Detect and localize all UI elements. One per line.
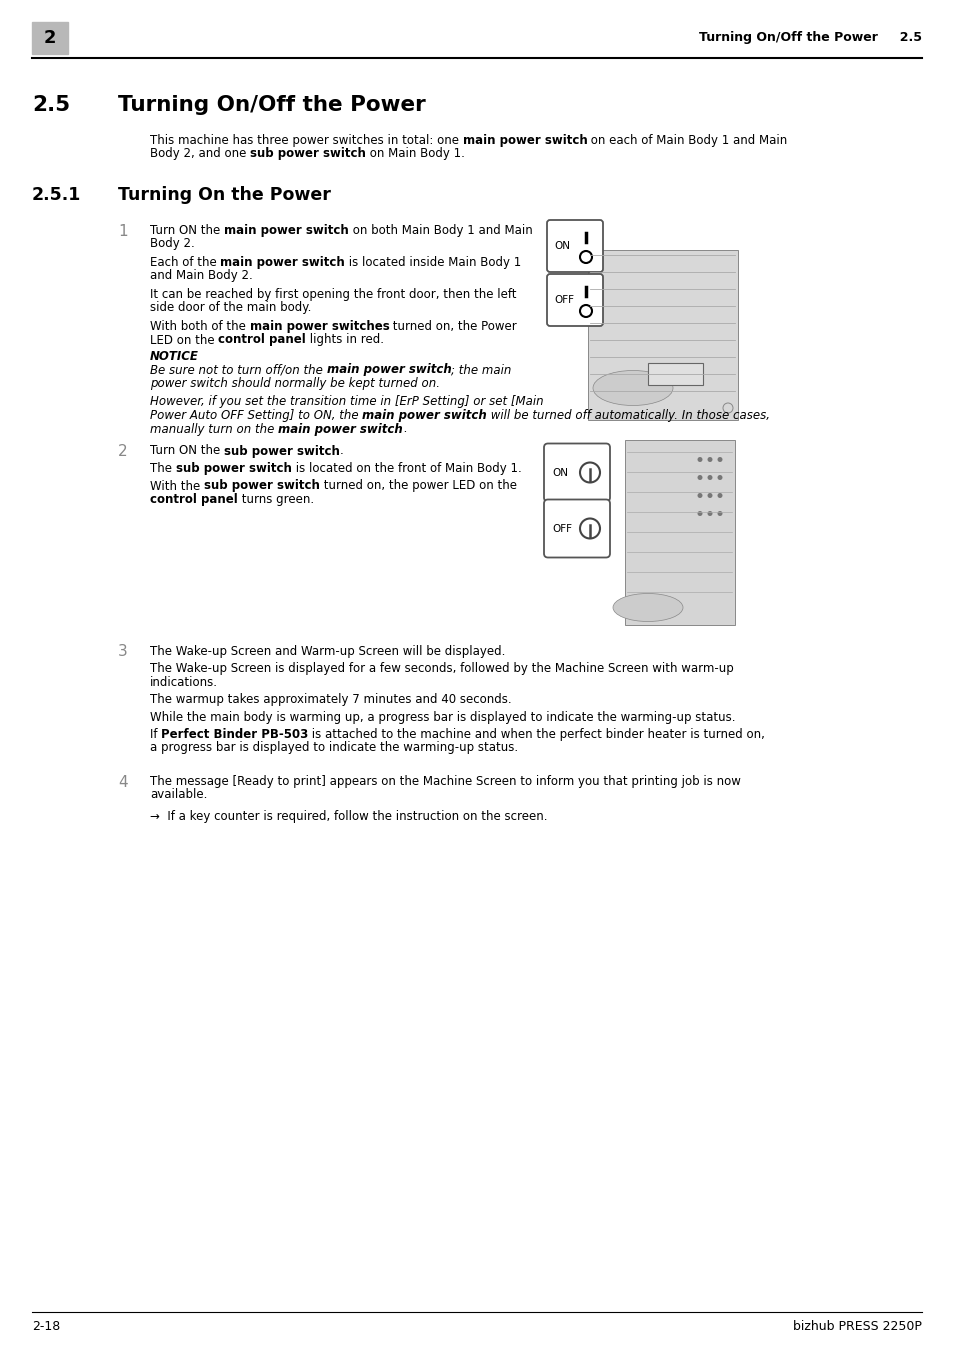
Text: OFF: OFF xyxy=(552,524,572,533)
Text: indications.: indications. xyxy=(150,675,218,688)
Text: Power Auto OFF Setting] to ON, the: Power Auto OFF Setting] to ON, the xyxy=(150,409,362,423)
Text: main power switch: main power switch xyxy=(220,256,345,269)
Circle shape xyxy=(697,512,701,516)
Text: turned on, the power LED on the: turned on, the power LED on the xyxy=(319,479,517,493)
Circle shape xyxy=(707,512,712,516)
Text: main power switch: main power switch xyxy=(362,409,487,423)
Text: manually turn on the: manually turn on the xyxy=(150,423,278,436)
Text: 2.5.1: 2.5.1 xyxy=(32,186,81,204)
Text: Turning On/Off the Power: Turning On/Off the Power xyxy=(118,95,425,115)
Text: ON: ON xyxy=(552,467,567,478)
Text: OFF: OFF xyxy=(554,296,574,305)
FancyBboxPatch shape xyxy=(546,220,602,271)
Circle shape xyxy=(707,493,712,498)
Bar xyxy=(647,363,702,385)
Text: The warmup takes approximately 7 minutes and 40 seconds.: The warmup takes approximately 7 minutes… xyxy=(150,693,511,706)
Text: main power switch: main power switch xyxy=(224,224,349,238)
Text: The Wake-up Screen and Warm-up Screen will be displayed.: The Wake-up Screen and Warm-up Screen wi… xyxy=(150,644,505,657)
Text: ON: ON xyxy=(554,242,569,251)
Circle shape xyxy=(697,458,701,462)
Text: is located on the front of Main Body 1.: is located on the front of Main Body 1. xyxy=(292,462,521,475)
Text: sub power switch: sub power switch xyxy=(250,147,366,161)
Text: lights in red.: lights in red. xyxy=(306,333,384,347)
Text: Be sure not to turn off/on the: Be sure not to turn off/on the xyxy=(150,363,326,377)
Text: bizhub PRESS 2250P: bizhub PRESS 2250P xyxy=(792,1319,921,1332)
Bar xyxy=(587,250,738,420)
Text: will be turned off automatically. In those cases,: will be turned off automatically. In tho… xyxy=(487,409,769,423)
FancyBboxPatch shape xyxy=(546,274,602,325)
Text: With both of the: With both of the xyxy=(150,320,250,333)
Text: main power switches: main power switches xyxy=(250,320,389,333)
Circle shape xyxy=(717,512,721,516)
Bar xyxy=(32,22,68,54)
Text: sub power switch: sub power switch xyxy=(204,479,319,493)
Text: 2.5: 2.5 xyxy=(32,95,71,115)
Circle shape xyxy=(707,458,712,462)
FancyBboxPatch shape xyxy=(543,444,609,501)
Text: It can be reached by first opening the front door, then the left: It can be reached by first opening the f… xyxy=(150,288,516,301)
Circle shape xyxy=(717,475,721,481)
Text: Turning On the Power: Turning On the Power xyxy=(118,186,331,204)
Text: Turn ON the: Turn ON the xyxy=(150,444,224,458)
Circle shape xyxy=(697,475,701,481)
Text: 4: 4 xyxy=(118,775,128,790)
Text: However, if you set the transition time in [ErP Setting] or set [Main: However, if you set the transition time … xyxy=(150,396,543,409)
Text: main power switch: main power switch xyxy=(278,423,402,436)
Circle shape xyxy=(707,475,712,481)
Text: on each of Main Body 1 and Main: on each of Main Body 1 and Main xyxy=(587,134,787,147)
Circle shape xyxy=(717,458,721,462)
Text: control panel: control panel xyxy=(218,333,306,347)
Circle shape xyxy=(717,493,721,498)
Text: sub power switch: sub power switch xyxy=(175,462,292,475)
Circle shape xyxy=(697,493,701,498)
Text: 1: 1 xyxy=(118,224,128,239)
Text: 2-18: 2-18 xyxy=(32,1319,60,1332)
Text: Perfect Binder PB-503: Perfect Binder PB-503 xyxy=(161,728,308,741)
Text: Turning On/Off the Power     2.5: Turning On/Off the Power 2.5 xyxy=(699,31,921,45)
Text: Body 2.: Body 2. xyxy=(150,238,194,251)
Text: .: . xyxy=(402,423,406,436)
Text: control panel: control panel xyxy=(150,493,237,506)
Text: ; the main: ; the main xyxy=(451,363,511,377)
Text: is located inside Main Body 1: is located inside Main Body 1 xyxy=(345,256,521,269)
FancyBboxPatch shape xyxy=(543,500,609,558)
Text: a progress bar is displayed to indicate the warming-up status.: a progress bar is displayed to indicate … xyxy=(150,741,517,755)
Text: Body 2, and one: Body 2, and one xyxy=(150,147,250,161)
Text: available.: available. xyxy=(150,788,207,802)
Text: and Main Body 2.: and Main Body 2. xyxy=(150,270,253,282)
Text: With the: With the xyxy=(150,479,204,493)
Text: main power switch: main power switch xyxy=(462,134,587,147)
Text: turns green.: turns green. xyxy=(237,493,314,506)
Text: on both Main Body 1 and Main: on both Main Body 1 and Main xyxy=(349,224,532,238)
Text: 3: 3 xyxy=(118,644,128,660)
Text: 2: 2 xyxy=(44,28,56,47)
Text: on Main Body 1.: on Main Body 1. xyxy=(366,147,464,161)
Text: This machine has three power switches in total: one: This machine has three power switches in… xyxy=(150,134,462,147)
Text: If: If xyxy=(150,728,161,741)
Text: .: . xyxy=(339,444,343,458)
Text: 2: 2 xyxy=(118,444,128,459)
Text: side door of the main body.: side door of the main body. xyxy=(150,301,311,315)
Text: turned on, the Power: turned on, the Power xyxy=(389,320,517,333)
Text: Turn ON the: Turn ON the xyxy=(150,224,224,238)
Ellipse shape xyxy=(613,594,682,621)
Text: →  If a key counter is required, follow the instruction on the screen.: → If a key counter is required, follow t… xyxy=(150,810,547,824)
Text: sub power switch: sub power switch xyxy=(224,444,339,458)
Text: The message [Ready to print] appears on the Machine Screen to inform you that pr: The message [Ready to print] appears on … xyxy=(150,775,740,788)
Text: NOTICE: NOTICE xyxy=(150,350,198,363)
Text: power switch should normally be kept turned on.: power switch should normally be kept tur… xyxy=(150,377,439,390)
Text: is attached to the machine and when the perfect binder heater is turned on,: is attached to the machine and when the … xyxy=(308,728,764,741)
Ellipse shape xyxy=(593,370,672,405)
Text: LED on the: LED on the xyxy=(150,333,218,347)
Text: The: The xyxy=(150,462,175,475)
Bar xyxy=(624,440,734,625)
Text: The Wake-up Screen is displayed for a few seconds, followed by the Machine Scree: The Wake-up Screen is displayed for a fe… xyxy=(150,662,733,675)
Text: Each of the: Each of the xyxy=(150,256,220,269)
Text: main power switch: main power switch xyxy=(326,363,451,377)
Text: While the main body is warming up, a progress bar is displayed to indicate the w: While the main body is warming up, a pro… xyxy=(150,710,735,724)
